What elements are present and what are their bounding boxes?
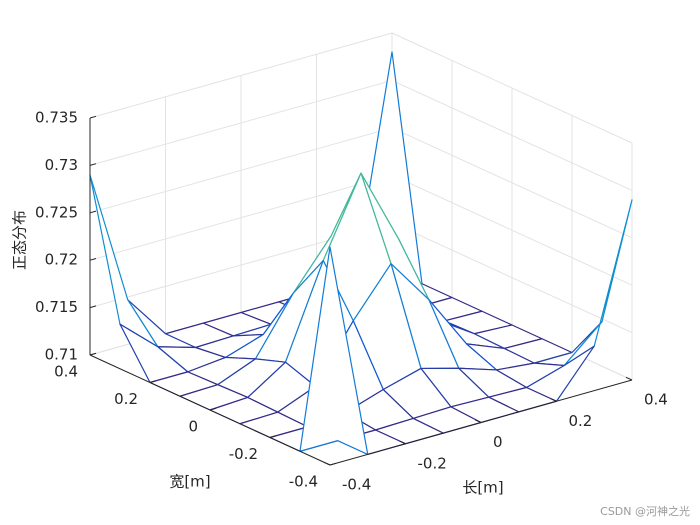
x-tick-label: 0.2 <box>569 412 593 430</box>
z-tick-label: 0.735 <box>35 109 78 127</box>
tick-mark <box>89 115 97 119</box>
tick-mark <box>89 305 97 309</box>
grid-line <box>391 127 633 239</box>
x-tick-label: -0.4 <box>342 476 371 494</box>
layer: 0.71 0.715 0.72 0.725 0.73 0.735 -0.4 -0.2 0 0.2 0… <box>35 109 668 494</box>
y-tick-label: -0.4 <box>289 473 318 491</box>
grid-line <box>391 222 633 334</box>
tick-mark <box>269 435 277 438</box>
tick-mark <box>399 440 406 445</box>
grid-line <box>89 79 393 166</box>
y-tick-label: 0.4 <box>54 363 78 381</box>
tick-mark <box>625 376 633 381</box>
x-tick-label: 0 <box>493 433 503 451</box>
tick-mark <box>89 163 97 166</box>
tick-mark <box>89 352 97 356</box>
z-tick-label: 0.72 <box>45 251 78 269</box>
y-tick-label: 0.2 <box>114 390 138 408</box>
tick-mark <box>550 398 557 402</box>
x-axis-label: 长[m] <box>462 479 503 497</box>
z-tick-label: 0.715 <box>35 298 78 316</box>
x-tick-label: 0.4 <box>644 391 668 409</box>
mesh-cell <box>563 199 633 367</box>
tick-mark <box>323 461 331 466</box>
grid-line <box>89 32 393 119</box>
layer <box>89 51 633 455</box>
tick-mark <box>209 407 217 411</box>
tick-mark <box>149 380 157 383</box>
y-tick-label: -0.2 <box>229 445 258 463</box>
tick-mark <box>474 419 482 423</box>
z-tick-label: 0.73 <box>45 156 78 174</box>
grid-line <box>89 127 393 214</box>
grid-line <box>391 174 633 286</box>
grid-line <box>89 174 393 261</box>
x-tick-label: -0.2 <box>418 454 447 472</box>
tick-mark <box>89 210 97 214</box>
y-tick-label: 0 <box>188 418 198 436</box>
z-tick-label: 0.725 <box>35 203 78 221</box>
y-axis-label: 宽[m] <box>169 473 210 491</box>
z-axis-label: 正态分布 <box>11 210 29 270</box>
mesh-cell <box>299 246 369 455</box>
tick-mark <box>89 258 97 261</box>
grid-line <box>391 79 633 191</box>
watermark: CSDN @河神之光 <box>600 504 690 518</box>
grid-line <box>391 32 633 144</box>
tick-mark <box>329 462 337 466</box>
z-tick-label: 0.71 <box>45 346 78 364</box>
